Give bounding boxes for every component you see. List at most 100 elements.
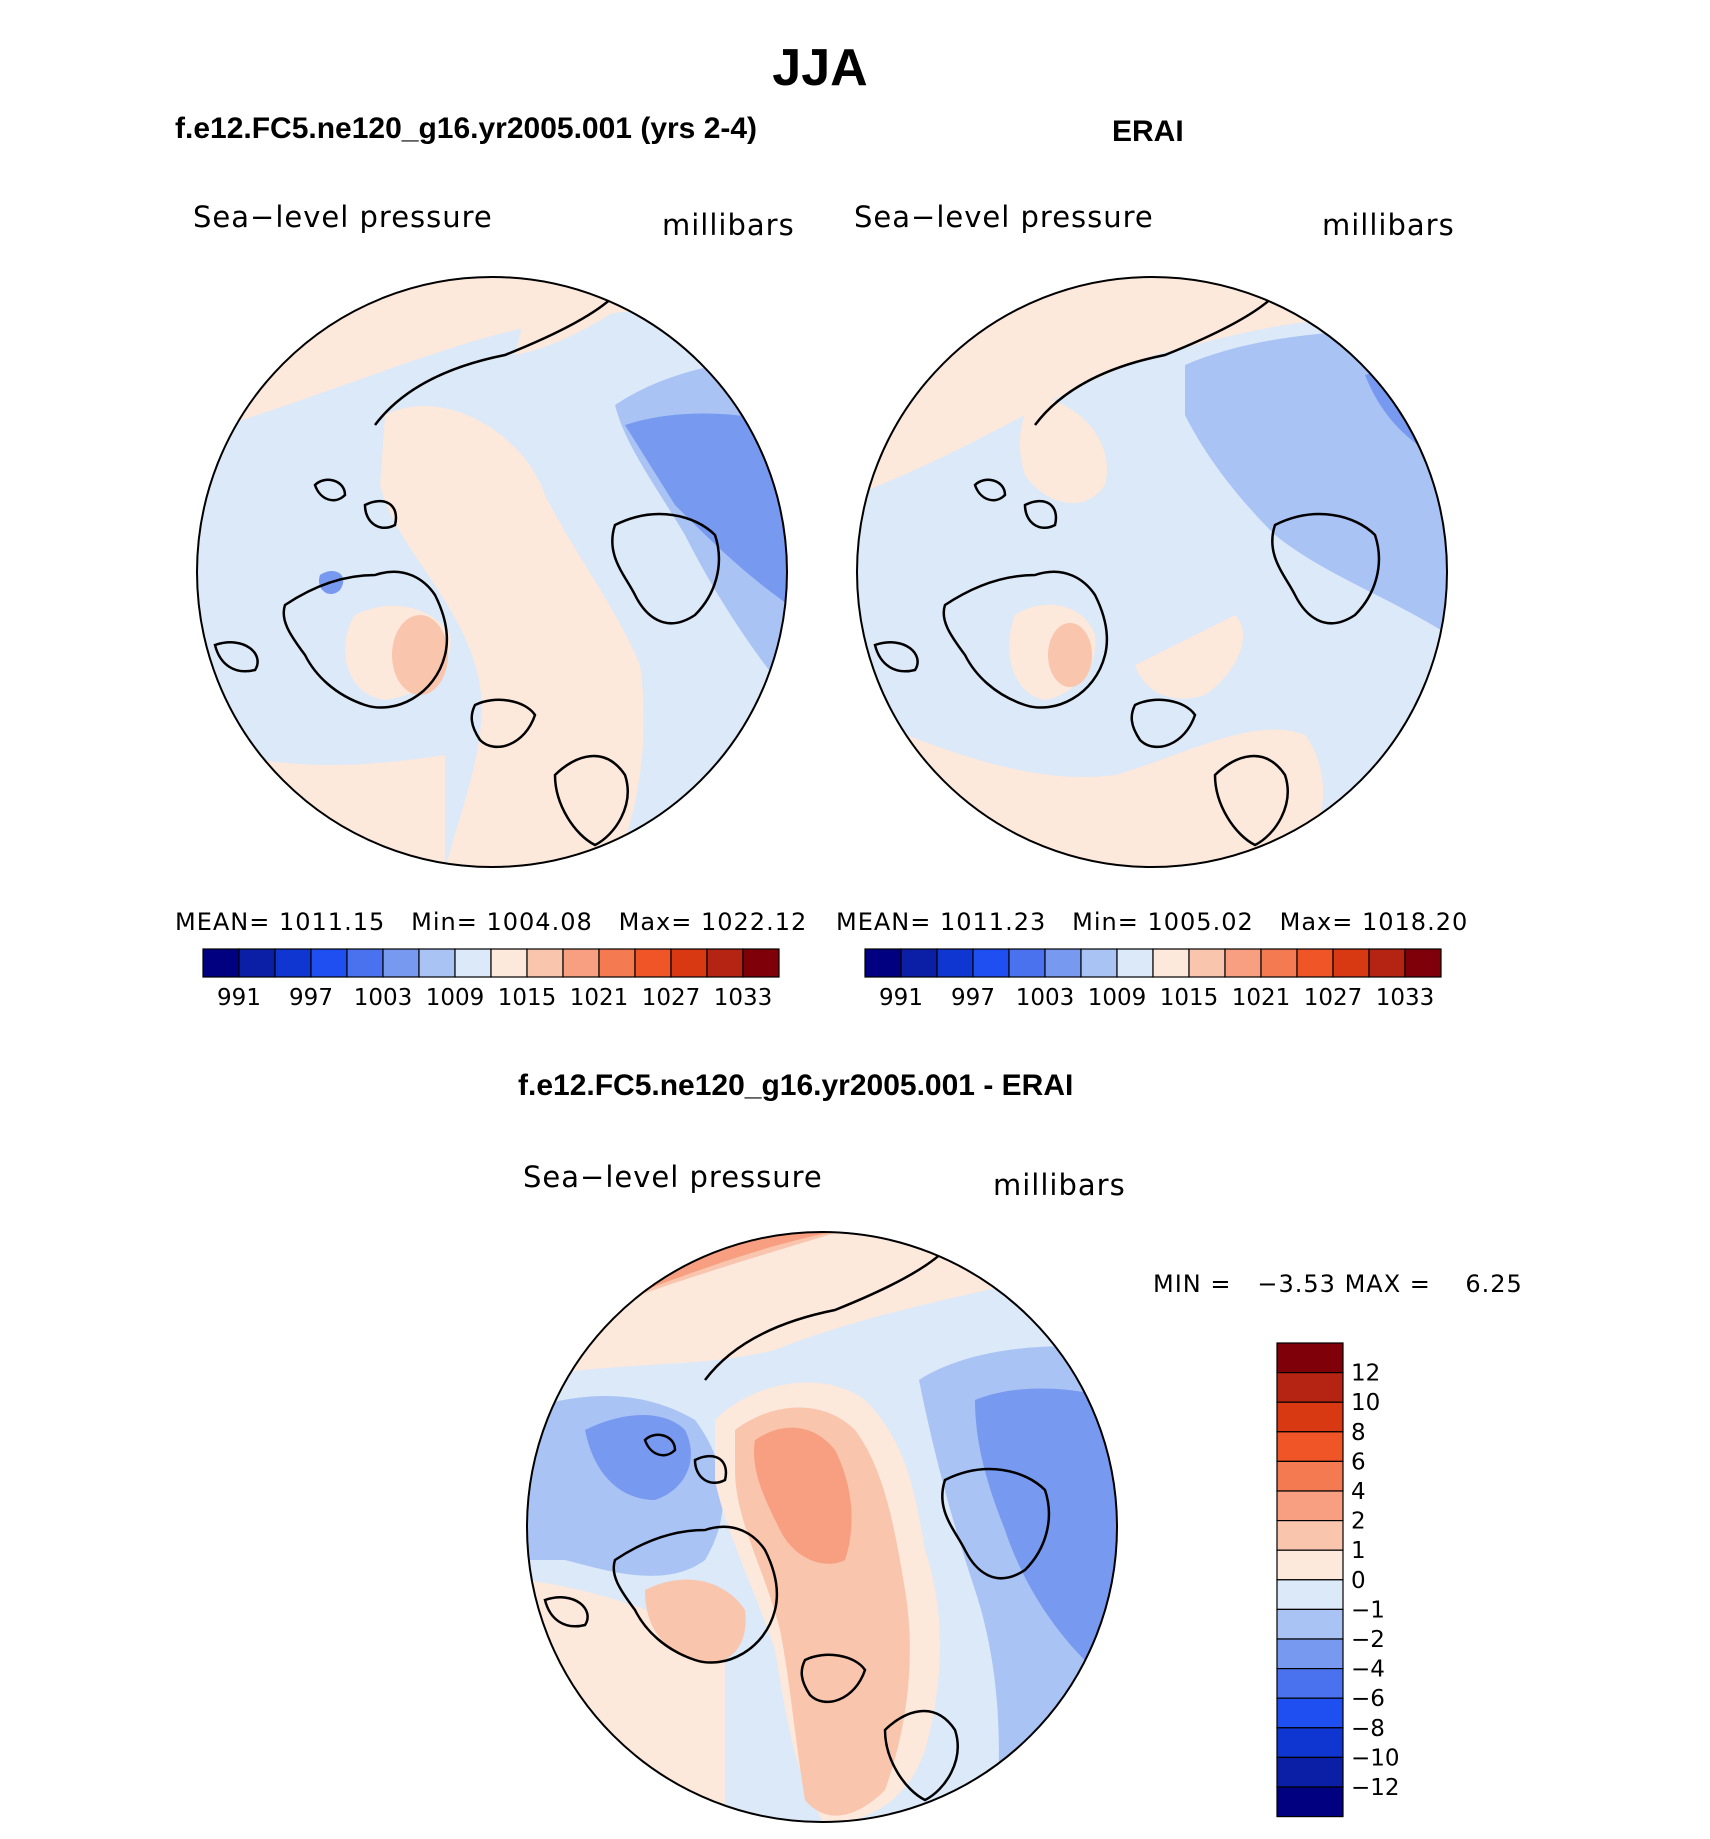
panel2-colorbar-tick-label: 1015 [1160,985,1219,1011]
panel3-colorbar-box [1276,1697,1344,1729]
panel3-min-label: MIN = [1153,1270,1232,1298]
panel3-max-value: 6.25 [1465,1270,1523,1298]
panel2-variable-label: Sea−level pressure [854,200,1154,234]
panel3-units-label: millibars [993,1168,1126,1202]
panel3-coastlines [543,1249,1051,1802]
panel1-colorbar-tick-label: 1003 [354,985,413,1011]
panel2-field-contour [1019,395,1107,504]
panel3-colorbar-box [1276,1756,1344,1788]
panel2-colorbar-box [1260,948,1298,978]
panel3-colorbar-box [1276,1342,1344,1374]
panel3-colorbar-box [1276,1520,1344,1551]
panel3-colorbar-box [1276,1608,1344,1640]
panel2-colorbar-tick-label: 1027 [1304,985,1363,1011]
panel1-mean-value: 1011.15 [279,908,386,936]
panel3-field-contour [975,1388,1117,1690]
panel1-max-value: 1022.12 [701,908,808,936]
panel3-max-label: MAX = [1344,1270,1431,1298]
panel2-colorbar-box [972,948,1010,978]
panel3-colorbar-tick-label: −6 [1351,1686,1385,1712]
panel3-colorbar-tick-label: −2 [1351,1627,1385,1653]
panel2-colorbar: 991 997 1003 1009 1015 1021 1027 1033 [864,948,1442,1011]
panel3-colorbar-tick-label: 2 [1351,1509,1366,1535]
panel2-colorbar-box [1332,948,1370,978]
panel1-field-contour [392,615,448,695]
panel3-colorbar-box [1276,1727,1344,1758]
panel1-case-title: f.e12.FC5.ne120_g16.yr2005.001 (yrs 2-4) [175,112,758,145]
panel1-stats: MEAN= 1011.15 Min= 1004.08 Max= 1022.12 [175,908,807,936]
panel3-colorbar-tick-label: 8 [1351,1420,1366,1446]
panel1-colorbar-tick-label: 1021 [570,985,629,1011]
panel2-colorbar-box [1152,948,1190,978]
panel3-colorbar-tick-label: 0 [1351,1568,1366,1594]
panel2-min-value: 1005.02 [1147,908,1254,936]
panel1-colorbar-box [454,948,492,978]
panel2-colorbar-tick-label: 1003 [1016,985,1075,1011]
panel1-map [196,276,788,868]
panel1-max-label: Max= [618,908,693,936]
panel3-colorbar-tick-label: −12 [1351,1775,1400,1801]
panel3-variable-label: Sea−level pressure [523,1160,823,1194]
panel3-colorbar-box [1276,1549,1344,1581]
panel1-field-contour [625,413,787,605]
panel2-colorbar-box [1008,948,1046,978]
panel3-min-value: −3.53 [1257,1270,1336,1298]
panel1-field-contour [380,406,644,867]
panel3-map-boundary [526,1231,1118,1823]
panel1-colorbar-box [382,948,420,978]
panel3-field-contour [645,1579,746,1663]
panel3-colorbar-box [1276,1786,1344,1818]
panel3-colorbar-box [1276,1371,1344,1403]
panel1-colorbar-box [598,948,636,978]
panel3-colorbar-tick-label: 4 [1351,1479,1366,1505]
panel3-field-contour [754,1427,852,1564]
panel2-mean-label: MEAN= [836,908,932,936]
panel1-colorbar-box [310,948,348,978]
panel3-colorbar-tick-label: 1 [1351,1538,1366,1564]
panel1-coastlines [213,294,721,847]
panel3-colorbar-tick-label: −10 [1351,1745,1400,1771]
panel1-colorbar-box [742,948,780,978]
panel2-colorbar-tick-label: 1021 [1232,985,1291,1011]
panel1-colorbar-box [418,948,456,978]
panel3-colorbar-box [1276,1638,1344,1670]
panel2-colorbar-box [1044,948,1082,978]
panel3-stats: MIN = −3.53 MAX = 6.25 [1153,1270,1523,1298]
panel2-case-title: ERAI [1112,115,1184,148]
panel2-field-contour [857,277,1447,495]
panel1-mean-label: MEAN= [175,908,271,936]
panel2-field-contour [1048,623,1092,687]
panel2-colorbar-box [1224,948,1262,978]
panel3-case-title: f.e12.FC5.ne120_g16.yr2005.001 - ERAI [518,1069,1074,1102]
panel1-colorbar-box [706,948,744,978]
panel1-colorbar-box [202,948,240,978]
panel2-colorbar-tick-label: 997 [951,985,995,1011]
panel1-colorbar-tick-label: 991 [217,985,261,1011]
panel2-colorbar-box [1404,948,1442,978]
panel1-colorbar-box [490,948,528,978]
panel3-colorbar-tick-label: 6 [1351,1449,1366,1475]
panel2-colorbar-box [1188,948,1226,978]
panel2-colorbar-box [936,948,974,978]
panel2-colorbar-box [1296,948,1334,978]
panel2-field-contour [1135,615,1244,699]
panel1-colorbar-box [346,948,384,978]
panel1-colorbar-box [670,948,708,978]
panel2-colorbar-box [1368,948,1406,978]
panel3-colorbar-box [1276,1401,1344,1433]
panel3-colorbar-box [1276,1579,1344,1611]
panel2-stats: MEAN= 1011.23 Min= 1005.02 Max= 1018.20 [836,908,1468,936]
panel1-colorbar-tick-label: 1027 [642,985,701,1011]
panel1-colorbar: 991 997 1003 1009 1015 1021 1027 1033 [202,948,780,1011]
panel3-colorbar-box [1276,1431,1344,1463]
panel3-colorbar-tick-label: 12 [1351,1361,1380,1387]
panel2-colorbar-tick-label: 1009 [1088,985,1147,1011]
panel3-map [526,1231,1118,1823]
panel2-min-label: Min= [1072,908,1139,936]
figure-title: JJA [772,39,868,97]
panel2-max-value: 1018.20 [1362,908,1469,936]
panel2-mean-value: 1011.23 [940,908,1047,936]
panel2-colorbar-box [864,948,902,978]
panel1-map-boundary [196,276,788,868]
panel2-map-boundary [856,276,1448,868]
